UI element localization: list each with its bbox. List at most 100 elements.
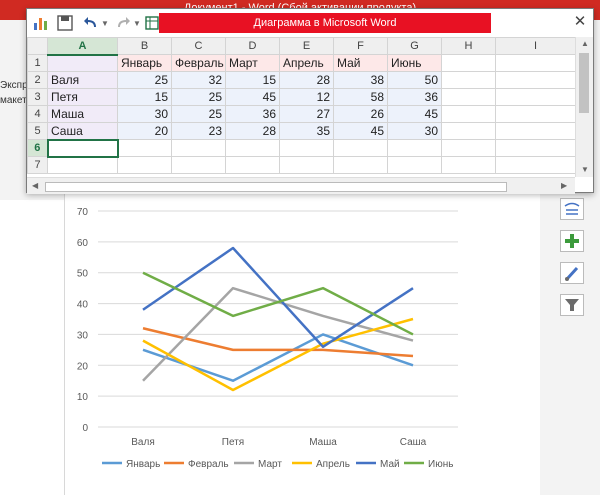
cell[interactable] bbox=[495, 71, 576, 89]
cell[interactable] bbox=[171, 139, 226, 157]
spreadsheet-grid[interactable]: A B C D E F G H I 1 Январь Февраль Март … bbox=[27, 37, 576, 174]
value-cell[interactable]: 15 bbox=[117, 88, 172, 106]
active-cell[interactable] bbox=[46, 138, 119, 158]
cell[interactable] bbox=[495, 139, 576, 157]
value-cell[interactable]: 36 bbox=[387, 88, 442, 106]
month-header-cell[interactable]: Январь bbox=[117, 54, 172, 72]
month-header-cell[interactable]: Март bbox=[225, 54, 280, 72]
value-cell[interactable]: 38 bbox=[333, 71, 388, 89]
name-cell[interactable]: Валя bbox=[47, 71, 118, 89]
cell[interactable] bbox=[117, 156, 172, 174]
cell[interactable] bbox=[225, 139, 280, 157]
column-header-a[interactable]: A bbox=[47, 37, 118, 56]
cell[interactable] bbox=[441, 122, 496, 140]
row-header[interactable]: 7 bbox=[27, 156, 48, 174]
scroll-right-icon[interactable]: ▶ bbox=[561, 181, 568, 190]
cell[interactable] bbox=[279, 139, 334, 157]
value-cell[interactable]: 20 bbox=[117, 122, 172, 140]
value-cell[interactable]: 45 bbox=[333, 122, 388, 140]
cell[interactable] bbox=[441, 54, 496, 72]
row-header[interactable]: 2 bbox=[27, 71, 48, 89]
excel-data-window[interactable]: ▼ ▼ Диаграмма в Microsoft Word ✕ A B C D… bbox=[26, 8, 594, 194]
month-header-cell[interactable]: Апрель bbox=[279, 54, 334, 72]
column-header-g[interactable]: G bbox=[387, 37, 442, 55]
column-header-c[interactable]: C bbox=[171, 37, 226, 55]
cell[interactable] bbox=[387, 156, 442, 174]
select-all-corner[interactable] bbox=[27, 37, 48, 55]
horizontal-scroll-thumb[interactable] bbox=[45, 182, 507, 192]
quick-layout-label[interactable]: Экспресс bbox=[0, 80, 44, 91]
line-chart[interactable]: 0 10 20 30 40 50 60 70 Валя Петя Маша Саша Январь Фев… bbox=[64, 195, 540, 485]
cell[interactable] bbox=[495, 88, 576, 106]
month-header-cell[interactable]: Июнь bbox=[387, 54, 442, 72]
value-cell[interactable]: 15 bbox=[225, 71, 280, 89]
name-cell[interactable]: Петя bbox=[47, 88, 118, 106]
cell[interactable] bbox=[387, 139, 442, 157]
value-cell[interactable]: 25 bbox=[171, 88, 226, 106]
value-cell[interactable]: 30 bbox=[117, 105, 172, 123]
cell[interactable] bbox=[495, 54, 576, 72]
value-cell[interactable]: 58 bbox=[333, 88, 388, 106]
horizontal-scrollbar[interactable]: ◀ ▶ bbox=[27, 177, 575, 194]
row-header[interactable]: 1 bbox=[27, 54, 48, 72]
column-header-h[interactable]: H bbox=[441, 37, 496, 55]
value-cell[interactable]: 45 bbox=[225, 88, 280, 106]
value-cell[interactable]: 36 bbox=[225, 105, 280, 123]
value-cell[interactable]: 45 bbox=[387, 105, 442, 123]
value-cell[interactable]: 12 bbox=[279, 88, 334, 106]
redo-dropdown-icon[interactable]: ▼ bbox=[133, 19, 141, 28]
cell[interactable] bbox=[441, 139, 496, 157]
value-cell[interactable]: 30 bbox=[387, 122, 442, 140]
cell[interactable] bbox=[441, 71, 496, 89]
vertical-scrollbar[interactable]: ▲ ▼ bbox=[575, 37, 593, 177]
save-icon[interactable] bbox=[57, 15, 73, 31]
column-header-f[interactable]: F bbox=[333, 37, 388, 55]
row-header[interactable]: 3 bbox=[27, 88, 48, 106]
scroll-up-icon[interactable]: ▲ bbox=[581, 39, 589, 48]
name-cell[interactable]: Маша bbox=[47, 105, 118, 123]
cell[interactable] bbox=[117, 139, 172, 157]
column-header-d[interactable]: D bbox=[225, 37, 280, 55]
row-header[interactable]: 6 bbox=[27, 139, 48, 157]
row-header[interactable]: 4 bbox=[27, 105, 48, 123]
layout-options-button[interactable] bbox=[560, 198, 584, 220]
undo-icon[interactable] bbox=[83, 15, 99, 31]
value-cell[interactable]: 26 bbox=[333, 105, 388, 123]
vertical-scroll-thumb[interactable] bbox=[579, 53, 589, 113]
cell[interactable] bbox=[441, 88, 496, 106]
value-cell[interactable]: 32 bbox=[171, 71, 226, 89]
cell[interactable] bbox=[333, 139, 388, 157]
month-header-cell[interactable]: Февраль bbox=[171, 54, 226, 72]
column-header-b[interactable]: B bbox=[117, 37, 172, 55]
value-cell[interactable]: 25 bbox=[171, 105, 226, 123]
column-header-e[interactable]: E bbox=[279, 37, 334, 55]
scroll-left-icon[interactable]: ◀ bbox=[32, 181, 39, 190]
value-cell[interactable]: 27 bbox=[279, 105, 334, 123]
value-cell[interactable]: 28 bbox=[225, 122, 280, 140]
add-chart-element-button[interactable] bbox=[560, 230, 584, 252]
scroll-down-icon[interactable]: ▼ bbox=[581, 165, 589, 174]
column-header-i[interactable]: I bbox=[495, 37, 576, 55]
cell[interactable] bbox=[441, 105, 496, 123]
value-cell[interactable]: 35 bbox=[279, 122, 334, 140]
cell[interactable] bbox=[441, 156, 496, 174]
value-cell[interactable]: 23 bbox=[171, 122, 226, 140]
chart-style-button[interactable] bbox=[560, 262, 584, 284]
value-cell[interactable]: 28 bbox=[279, 71, 334, 89]
cell[interactable] bbox=[495, 105, 576, 123]
month-header-cell[interactable]: Май bbox=[333, 54, 388, 72]
cell[interactable] bbox=[333, 156, 388, 174]
cell[interactable] bbox=[495, 122, 576, 140]
cell[interactable] bbox=[225, 156, 280, 174]
redo-icon[interactable] bbox=[115, 15, 131, 31]
cell[interactable] bbox=[495, 156, 576, 174]
cell[interactable] bbox=[279, 156, 334, 174]
name-cell[interactable]: Саша bbox=[47, 122, 118, 140]
edit-data-icon[interactable] bbox=[145, 15, 161, 31]
chart-filter-button[interactable] bbox=[560, 294, 584, 316]
close-icon[interactable]: ✕ bbox=[573, 13, 587, 30]
cell[interactable] bbox=[47, 156, 118, 174]
cell[interactable] bbox=[47, 54, 118, 72]
value-cell[interactable]: 50 bbox=[387, 71, 442, 89]
row-header[interactable]: 5 bbox=[27, 122, 48, 140]
